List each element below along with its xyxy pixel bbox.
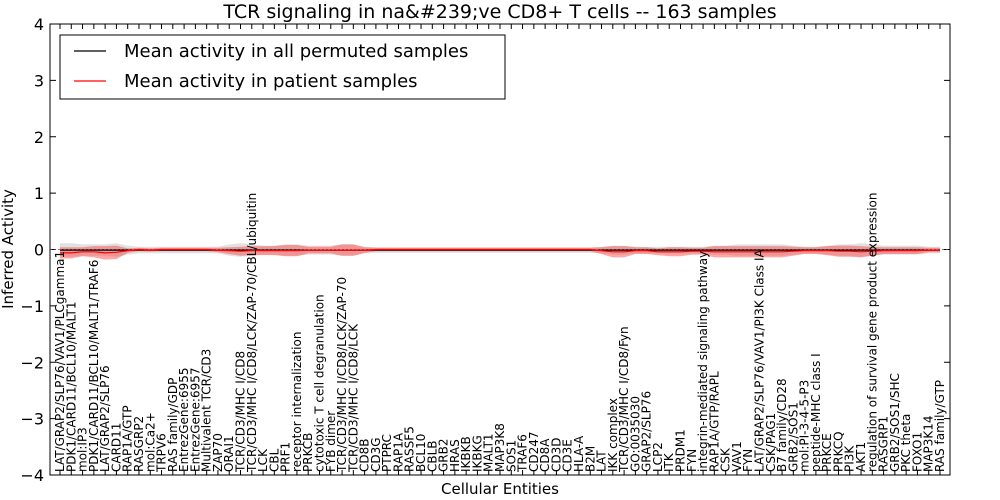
category-label: PRKCB [301, 433, 315, 472]
category-label: LAT [595, 450, 609, 472]
category-label: LCK [256, 448, 270, 472]
category-label: IKBKG [470, 435, 484, 472]
category-label: GRB2/SOS1/SHC [888, 373, 902, 472]
category-label: GRB2 [437, 438, 451, 472]
category-label: IKBKB [459, 436, 473, 472]
y-tick-label: 4 [34, 15, 44, 34]
category-label: CSK/PAG1 [764, 413, 778, 472]
category-label: RAS family/GTP [933, 380, 947, 472]
category-label: PDK1/CARD11/BCL10/MALT1/TRAF6 [87, 260, 101, 472]
category-label: TCR/CD3/MHC I/CD8/LCK [346, 323, 360, 473]
category-label: FYB dimer [324, 411, 338, 472]
category-label: Multivalent TCR/CD3 [200, 349, 214, 472]
category-label: ITK [662, 452, 676, 472]
category-label: CD8B [358, 439, 372, 473]
category-label: CD3D [549, 438, 563, 473]
category-label: TCR/CD3/MHC I/CD8/Fyn [617, 326, 631, 473]
y-tick-label: 0 [34, 241, 44, 260]
category-label: CSK [719, 447, 733, 472]
category-label: PRKCQ [832, 431, 846, 472]
category-label: mol:IP3 [76, 427, 90, 472]
category-label: RAP1A/GTP/RAPL [707, 371, 721, 472]
category-label: integrin-mediated signaling pathway [696, 251, 710, 472]
category-label: MALT1 [482, 433, 496, 472]
category-label: PI3K [843, 445, 857, 472]
category-label: LAT/GRAP2/SLP76/VAV1/PLCgamma1 [53, 251, 67, 472]
category-label: LCP2 [651, 442, 665, 472]
category-label: CD3G [369, 437, 383, 472]
category-label: FOXO1 [910, 432, 924, 472]
category-label: VAV1 [730, 441, 744, 472]
legend-entry: Mean activity in patient samples [124, 71, 418, 92]
category-label: B7 family/CD28 [775, 378, 789, 472]
category-label: CBLB [425, 440, 439, 472]
category-label: GO:0035030 [628, 396, 642, 472]
category-label: mol:Ca2+ [143, 412, 157, 472]
category-label: TRAF6 [516, 434, 530, 473]
plot-area: −4 −3 −2 −1 0 1 2 3 4 LAT/GRAP2/SLP76/VAV1/PLCgam… [20, 15, 951, 485]
category-label: RASSF5 [403, 426, 417, 472]
legend-box [59, 34, 506, 100]
category-label: PRF1 [279, 442, 293, 472]
category-label: CARD11 [109, 423, 123, 472]
category-label: MAP3K14 [922, 415, 936, 472]
category-label: CD8A [538, 438, 552, 472]
category-label: TCR/CD3/MHC I/CD8 [234, 351, 248, 473]
category-label: TCR/CD3/MHC I/CD8/LCK/ZAP-70/CBL/ubiquit… [245, 193, 259, 473]
category-label: MAP3K8 [493, 423, 507, 472]
y-tick-label: −3 [20, 410, 44, 429]
category-label: BCL10 [414, 434, 428, 472]
category-label: IKK complex [606, 398, 620, 472]
category-label: mol:PI-3-4-5-P3 [798, 380, 812, 472]
category-label: PTPRC [380, 434, 394, 472]
legend-entry: Mean activity in all permuted samples [124, 41, 468, 62]
line-patient [60, 248, 940, 254]
category-label: RASGRP1 [877, 416, 891, 472]
category-label: PDK1/CARD11/BCL10/MALT1 [64, 302, 78, 472]
category-label: FYN [741, 449, 755, 472]
category-label: LAT/GRAP2/SLP76/VAV1/PI3K Class IA [753, 248, 767, 472]
category-label: EntrezGene:6957 [188, 368, 202, 473]
category-label: cytotoxic T cell degranulation [313, 294, 327, 472]
category-label: FYN [685, 449, 699, 472]
category-label: CD3E [561, 439, 575, 472]
category-label: CD247 [527, 431, 541, 472]
category-label: RAP1A/GTP [121, 405, 135, 472]
category-label: ZAP70 [211, 433, 225, 472]
category-label: RASGRP2 [132, 416, 146, 472]
category-label: TRPV6 [155, 433, 169, 473]
category-label: EntrezGene:6955 [177, 368, 191, 473]
y-axis-label: Inferred Activity [0, 189, 17, 309]
y-tick-label: 2 [34, 128, 44, 147]
category-label: RAS family/GDP [166, 378, 180, 472]
category-label: peptide-MHC class I [809, 353, 823, 472]
y-tick-label: 3 [34, 71, 44, 90]
category-label: B2M [583, 446, 597, 472]
y-tick-label: −4 [20, 466, 44, 485]
category-label: LAT/GRAP2/SLP76 [98, 365, 112, 472]
category-label: PRDM1 [674, 429, 688, 472]
category-label: GRAP2/SLP76 [640, 391, 654, 472]
category-label: RAP1A [392, 432, 406, 472]
category-label: ORAI1 [222, 435, 236, 472]
category-label: HLA-A [572, 435, 586, 472]
category-label: PKC theta [899, 414, 913, 472]
category-label: regulation of survival gene product expr… [865, 193, 879, 472]
band-patient [60, 244, 940, 260]
category-label: AKT1 [854, 442, 868, 472]
category-label: GRB2/SOS1 [786, 402, 800, 472]
y-tick-label: −1 [20, 297, 44, 316]
category-label: receptor internalization [290, 332, 304, 472]
y-tick-label: −2 [20, 353, 44, 372]
category-label: TCR/CD3/MHC I/CD8/LCK/ZAP-70 [335, 277, 349, 473]
category-label: CBL [267, 448, 281, 472]
category-label: SOS1 [504, 440, 518, 472]
y-tick-label: 1 [34, 184, 44, 203]
category-label: PRKCE [820, 433, 834, 472]
legend: Mean activity in all permuted samples Mea… [59, 34, 506, 100]
x-axis-label: Cellular Entities [441, 480, 559, 498]
chart-title: TCR signaling in na&#239;ve CD8+ T cells… [222, 1, 776, 23]
category-label: HRAS [448, 439, 462, 472]
